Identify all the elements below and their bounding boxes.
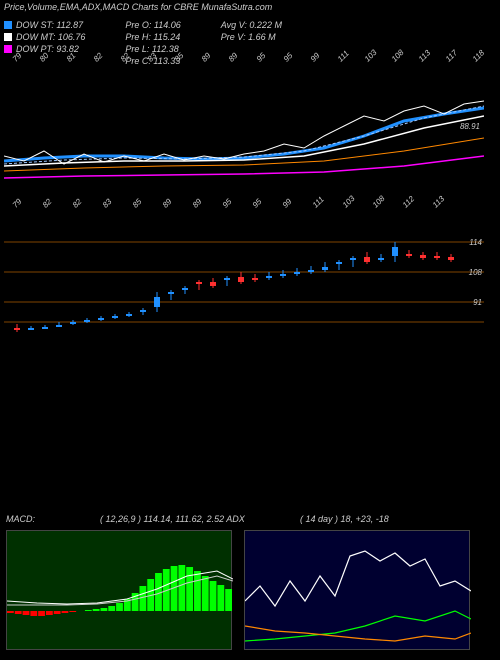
y-tick: 114 [469,238,482,247]
x-tick: 113 [431,194,446,209]
adx-panel [244,530,470,650]
legend-swatch [4,45,12,53]
legend-item: DOW ST: 112.87 [4,20,85,30]
ema-chart: 7980818282838589899595991111031081131171… [4,66,484,186]
stat: Pre H: 115.24 [125,32,180,42]
x-tick: 99 [281,197,294,210]
y-tick: 91 [473,298,482,307]
macd-label: MACD: [6,514,35,524]
legend-text: DOW MT: 106.76 [16,32,85,42]
macd-sub: ( 12,26,9 ) 114.14, 111.62, 2.52 ADX [100,514,245,524]
stat: Avg V: 0.222 M [221,20,282,30]
legend-text: DOW ST: 112.87 [16,20,83,30]
legend-item: DOW MT: 106.76 [4,32,85,42]
adx-sub: ( 14 day ) 18, +23, -18 [300,514,389,524]
stat: Pre V: 1.66 M [221,32,282,42]
x-tick: 95 [251,197,264,210]
x-tick: 79 [11,197,24,210]
x-tick: 89 [191,197,204,210]
x-tick: 82 [41,197,54,210]
legend-swatch [4,21,12,29]
x-tick: 89 [161,197,174,210]
x-tick: 108 [371,194,387,210]
y-tick: 108 [469,268,482,277]
x-tick: 111 [311,195,326,210]
y-tick: 88.91 [460,122,480,131]
x-tick: 83 [101,197,114,210]
stat: Pre O: 114.06 [125,20,180,30]
x-tick: 85 [131,197,144,210]
candle-chart: 7982828385898995959911110310811211311410… [4,212,484,342]
x-tick: 95 [221,197,234,210]
macd-panel [6,530,232,650]
x-tick: 82 [71,197,84,210]
page-title: Price,Volume,EMA,ADX,MACD Charts for CBR… [4,2,272,12]
legend-swatch [4,33,12,41]
x-tick: 103 [341,194,357,210]
x-tick: 112 [401,194,416,209]
